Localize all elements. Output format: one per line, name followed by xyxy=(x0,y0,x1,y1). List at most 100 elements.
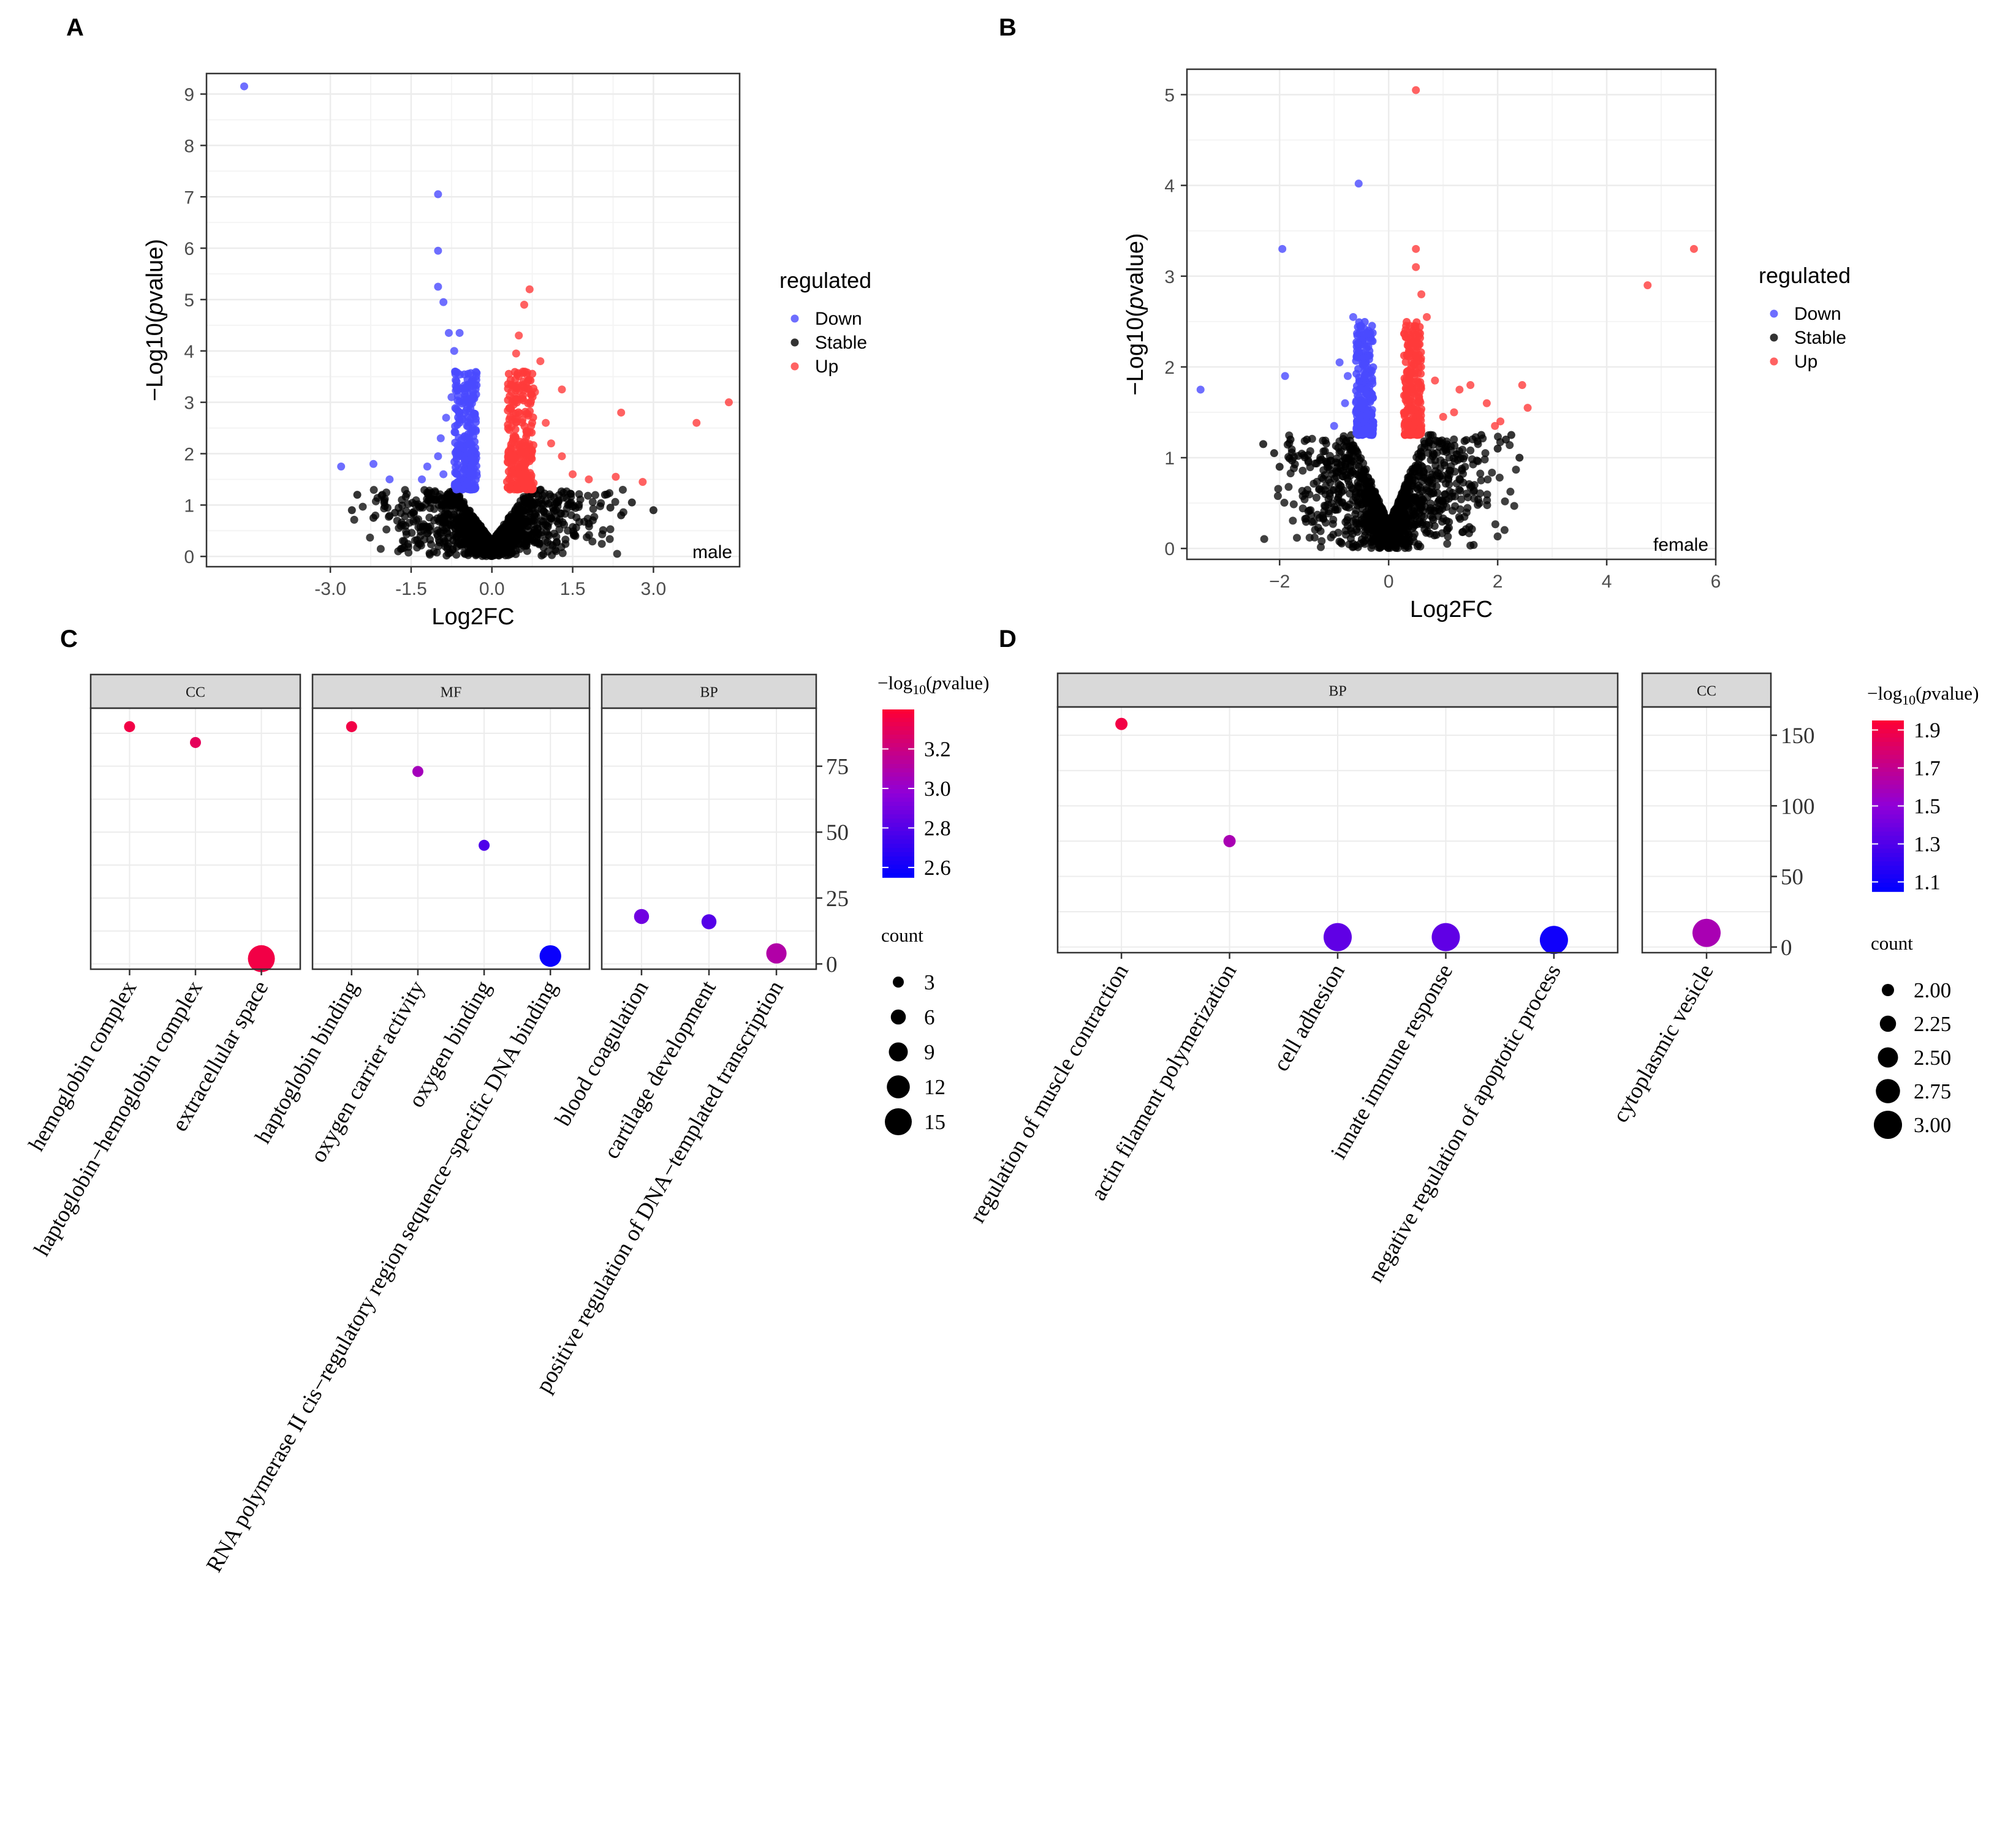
y-tick-label: 7 xyxy=(184,187,194,208)
term-dot xyxy=(479,839,490,851)
stable-point xyxy=(449,545,457,554)
stable-point xyxy=(1501,497,1509,505)
stable-point xyxy=(605,535,614,543)
colorbar-segment xyxy=(882,810,914,815)
colorbar-segment xyxy=(882,738,914,744)
y-tick-label: 25 xyxy=(826,886,849,912)
stable-point xyxy=(1483,490,1491,499)
colorbar-segment xyxy=(1872,758,1904,764)
x-tick-label: −2 xyxy=(1269,572,1290,592)
down-point xyxy=(1363,390,1371,398)
colorbar-segment xyxy=(1872,831,1904,837)
down-point xyxy=(466,468,474,477)
stable-point xyxy=(479,544,487,553)
down-point xyxy=(1354,180,1363,188)
up-point xyxy=(1400,374,1409,383)
stable-point xyxy=(1460,513,1469,521)
up-point xyxy=(527,422,536,430)
stable-point xyxy=(1398,514,1406,523)
stable-point xyxy=(1345,455,1354,464)
up-point xyxy=(525,428,534,436)
stable-point xyxy=(1512,466,1520,474)
stable-point xyxy=(399,520,407,529)
down-point xyxy=(468,395,476,403)
down-point xyxy=(1368,417,1376,426)
stable-point xyxy=(1335,537,1344,546)
stable-point xyxy=(1384,524,1393,532)
stable-point xyxy=(1331,505,1340,514)
colorbar-segment xyxy=(882,747,914,752)
stable-point xyxy=(543,538,551,546)
panel-label-c: C xyxy=(60,626,78,652)
up-point xyxy=(547,439,555,448)
facet-strip xyxy=(89,673,301,709)
stable-point xyxy=(617,511,626,520)
stable-point xyxy=(402,530,411,539)
colorbar-label: 3.2 xyxy=(924,737,951,761)
stable-point xyxy=(1373,494,1382,502)
term-dot xyxy=(124,721,135,733)
stable-point xyxy=(1451,502,1460,510)
colorbar-segment xyxy=(882,844,914,849)
stable-point xyxy=(613,550,621,558)
up-point xyxy=(1417,290,1426,298)
stable-point xyxy=(1332,469,1341,477)
stable-point xyxy=(555,496,563,505)
down-point xyxy=(1368,429,1377,438)
stable-point xyxy=(434,532,442,540)
facet-border xyxy=(601,707,817,970)
up-point xyxy=(1439,412,1447,421)
term-dot xyxy=(766,943,787,964)
up-point xyxy=(1404,404,1412,412)
y-axis-label: −Log10(pvalue) xyxy=(1123,233,1148,395)
down-point xyxy=(458,485,467,494)
stable-point xyxy=(1290,460,1299,469)
stable-point xyxy=(425,549,434,558)
colorbar-label: 1.9 xyxy=(1914,719,1941,743)
stable-point xyxy=(557,543,566,551)
stable-point xyxy=(426,522,434,531)
stable-point xyxy=(1287,445,1296,454)
size-legend-label: 3.00 xyxy=(1914,1113,1951,1137)
stable-point xyxy=(1483,496,1491,505)
stable-point xyxy=(461,532,469,541)
stable-point xyxy=(590,513,599,521)
up-point xyxy=(1466,381,1475,390)
stable-point xyxy=(606,525,615,534)
legend-key-up xyxy=(1770,357,1778,366)
size-legend-label: 15 xyxy=(924,1110,945,1134)
stable-point xyxy=(449,536,458,545)
stable-point xyxy=(547,514,556,523)
stable-point xyxy=(1474,440,1482,448)
stable-point xyxy=(1438,471,1447,480)
stable-point xyxy=(1365,510,1373,518)
color-legend-title-sub: 10 xyxy=(912,682,926,697)
stable-point xyxy=(1417,449,1425,458)
stable-point xyxy=(487,541,496,550)
stable-point xyxy=(416,527,425,536)
stable-point xyxy=(1462,436,1471,444)
facet-border xyxy=(1641,706,1772,954)
stable-point xyxy=(1491,520,1499,529)
stable-point xyxy=(1309,479,1318,488)
colorbar-segment xyxy=(1872,849,1904,854)
stable-point xyxy=(1484,475,1492,484)
y-axis-label-suffix: value) xyxy=(1123,233,1148,297)
y-axis-label: −Log10(pvalue) xyxy=(142,239,168,401)
plot-border xyxy=(1186,68,1717,561)
stable-point xyxy=(585,531,593,539)
size-legend-dot xyxy=(893,977,904,988)
stable-point xyxy=(463,513,471,522)
colorbar-segment xyxy=(1872,780,1904,785)
y-tick-label: 4 xyxy=(1164,176,1175,197)
stable-point xyxy=(1412,512,1420,521)
stable-point xyxy=(369,513,377,522)
down-point xyxy=(458,415,467,424)
stable-point xyxy=(1315,485,1324,493)
stable-point xyxy=(482,532,491,540)
up-point xyxy=(1496,417,1505,426)
colorbar-segment xyxy=(1872,818,1904,824)
size-legend-dot xyxy=(1876,1079,1900,1103)
stable-point xyxy=(1270,449,1278,458)
stable-point xyxy=(585,520,593,528)
